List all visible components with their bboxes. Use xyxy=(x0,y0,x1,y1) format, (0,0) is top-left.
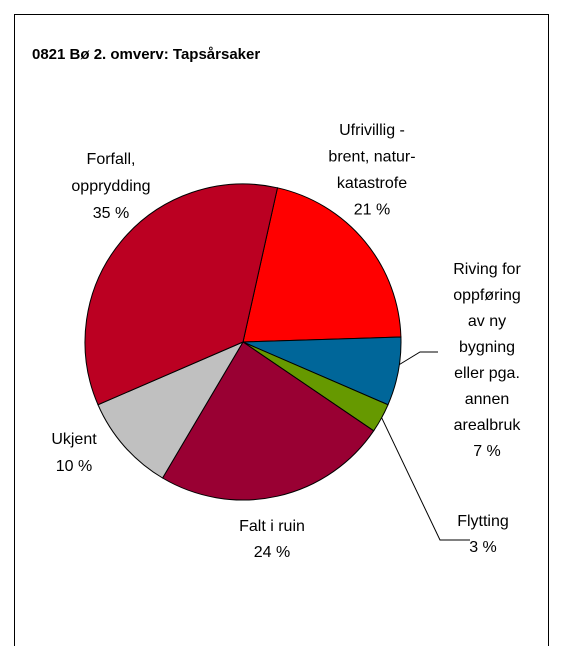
leader-line xyxy=(376,407,470,541)
slice-label: annen xyxy=(465,391,510,408)
slice-label: oppføring xyxy=(453,287,521,304)
slice-label: Ukjent xyxy=(51,431,97,448)
value-label: 10 % xyxy=(56,458,92,475)
slice-label: opprydding xyxy=(71,178,150,195)
slice-label: eller pga. xyxy=(454,365,520,382)
pie-slice xyxy=(242,187,402,343)
leader-line xyxy=(396,351,438,367)
pie-slice xyxy=(97,340,245,479)
value-label: 35 % xyxy=(93,205,129,222)
slice-label: katastrofe xyxy=(337,175,407,192)
slice-label: Falt i ruin xyxy=(239,518,305,535)
slice-label: Ufrivillig - xyxy=(339,122,405,139)
value-label: 24 % xyxy=(254,544,290,561)
slice-label: arealbruk xyxy=(454,417,522,434)
slice-label: Flytting xyxy=(457,513,509,530)
pie-slice xyxy=(84,183,279,406)
slice-label: brent, natur- xyxy=(328,149,415,166)
pie-slice xyxy=(161,341,375,501)
value-label: 7 % xyxy=(473,443,501,460)
slice-label: Forfall, xyxy=(87,151,136,168)
slice-label: bygning xyxy=(459,339,515,356)
slice-label: av ny xyxy=(468,313,506,330)
value-label: 3 % xyxy=(469,539,497,556)
chart-title: 0821 Bø 2. omverv: Tapsårsaker xyxy=(32,46,260,63)
slice-label: Riving for xyxy=(453,261,521,278)
value-label: 21 % xyxy=(354,202,390,219)
